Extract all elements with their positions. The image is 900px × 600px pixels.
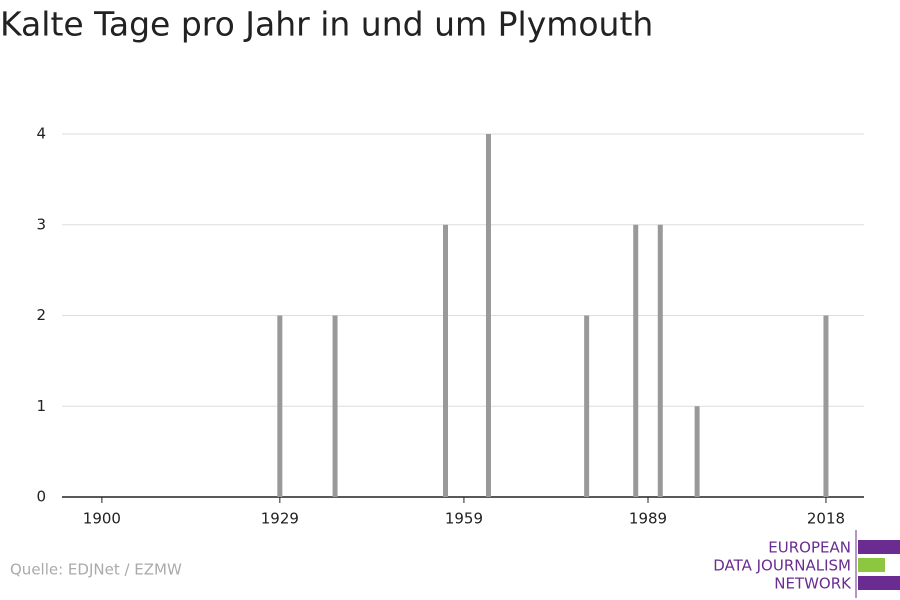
y-tick-label: 2	[36, 306, 46, 324]
y-tick-label: 1	[36, 397, 46, 415]
bar	[633, 224, 639, 497]
x-tick-label: 1989	[629, 510, 667, 528]
y-tick-label: 0	[36, 488, 46, 506]
x-tick-label: 1900	[83, 510, 121, 528]
logo-bar	[858, 558, 885, 572]
bar	[277, 315, 283, 497]
y-tick-label: 3	[36, 215, 46, 233]
bar	[657, 224, 663, 497]
x-tick-label: 1929	[261, 510, 299, 528]
logo-text: DATA JOURNALISM	[713, 557, 851, 575]
bar	[332, 315, 338, 497]
logo-bar	[858, 576, 900, 590]
bar	[443, 224, 449, 497]
bar	[485, 134, 491, 497]
logo-bar	[858, 540, 900, 554]
x-tick-label: 1959	[445, 510, 483, 528]
y-tick-label: 4	[36, 125, 46, 143]
bar	[584, 315, 590, 497]
logo-text: EUROPEAN	[768, 539, 851, 557]
bar	[694, 406, 700, 497]
bar	[823, 315, 829, 497]
logo-text: NETWORK	[774, 575, 852, 593]
x-tick-label: 2018	[807, 510, 845, 528]
source: Quelle: EDJNet / EZMW	[10, 561, 182, 579]
chart-title: Kalte Tage pro Jahr in und um Plymouth	[0, 5, 653, 44]
